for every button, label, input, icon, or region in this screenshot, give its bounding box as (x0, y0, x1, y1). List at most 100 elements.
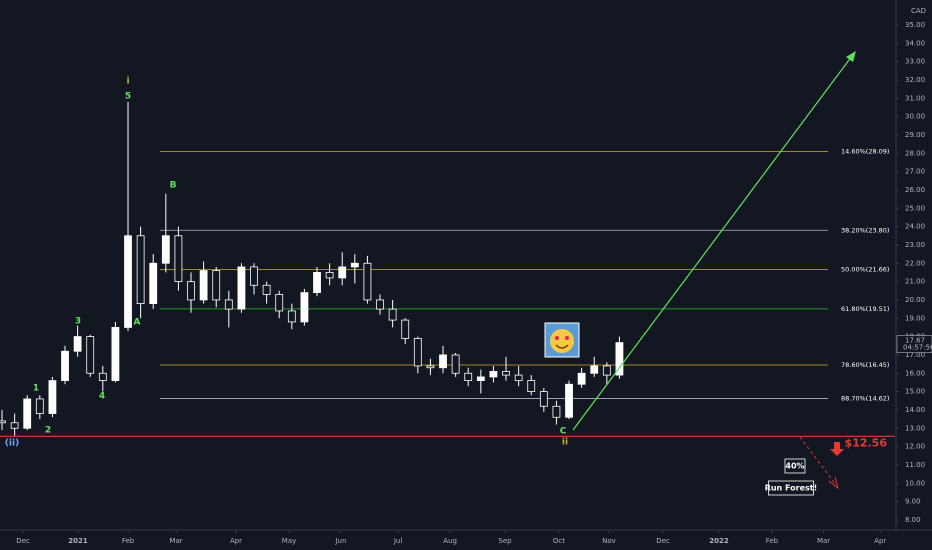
candle-body (502, 371, 510, 376)
y-tick-label: 19.00 (905, 314, 925, 322)
x-tick-label: Apr (874, 537, 886, 545)
y-tick-label: 35.00 (905, 21, 925, 29)
candle-body (350, 262, 359, 268)
y-tick-label: 17.00 (905, 351, 925, 359)
y-tick-label: 28.00 (905, 149, 925, 157)
y-tick-label: 20.00 (905, 296, 925, 304)
candle-body (111, 327, 120, 381)
down-dashed-arrow (799, 436, 837, 486)
candle-body (527, 380, 536, 392)
wave-label: i (126, 77, 129, 87)
fib-label: 88.70%(14.62) (841, 395, 889, 403)
y-tick-label: 34.00 (905, 39, 925, 47)
candle-body (426, 365, 435, 369)
countdown: 04:57:56 (903, 344, 932, 352)
candle-body (35, 398, 44, 414)
x-tick-label: Dec (16, 537, 30, 545)
candle-body (224, 299, 233, 310)
candle-body (287, 310, 296, 323)
y-tick-label: 23.00 (905, 241, 925, 249)
candle-body (149, 262, 158, 304)
x-tick-label: Sep (498, 537, 512, 545)
candle-body (237, 266, 246, 310)
x-tick-label: 2022 (709, 537, 729, 545)
candle-body (124, 235, 132, 328)
x-tick-label: Mar (817, 537, 830, 545)
candle-body (161, 235, 170, 264)
candle-body (61, 350, 69, 381)
annotation-box (784, 458, 806, 474)
candle-body (363, 262, 372, 301)
wave-label: ii (562, 438, 568, 448)
y-tick-label: 22.00 (905, 259, 925, 267)
candle-body (212, 270, 221, 301)
y-tick-label: 16.00 (905, 369, 925, 377)
target-arrow (572, 55, 853, 431)
x-tick-label: Jun (334, 537, 346, 545)
candle-body (98, 372, 107, 381)
y-tick-label: 21.00 (905, 278, 925, 286)
wave-label: 4 (99, 392, 105, 402)
support-label: $12.56 (845, 436, 888, 449)
candle-body (136, 235, 145, 304)
y-tick-label: 25.00 (905, 204, 925, 212)
candle-body (451, 354, 460, 374)
candle-body (86, 336, 95, 374)
down-icon (830, 442, 844, 456)
x-tick-label: Oct (553, 537, 565, 545)
candle-body (464, 372, 473, 381)
labels: $12.56 i 5 B A 3 4 1 2 (ii) Cii 40% Run Forest! (5, 77, 888, 496)
x-tick-label: Aug (443, 537, 457, 545)
candle-body (552, 405, 561, 418)
candle-body (325, 272, 334, 279)
x-tick-label: 2021 (68, 537, 88, 545)
candle-body (602, 365, 611, 376)
candle-body (388, 308, 397, 321)
annotation-box (768, 480, 814, 496)
fib-label: 38.20%(23.80) (841, 226, 889, 234)
candle-body (413, 338, 422, 367)
candle-body (565, 383, 573, 418)
candles (0, 101, 624, 436)
candle-body (0, 420, 6, 424)
candle-body (539, 391, 548, 407)
candle-body (615, 342, 624, 376)
wave-label: 5 (125, 92, 131, 102)
y-tick-label: 8.00 (905, 516, 921, 524)
fib-levels: 14.60%(28.09) 38.20%(23.80) 50.00%(21.66) 6… (0, 148, 895, 437)
y-tick-label: 9.00 (905, 498, 921, 506)
axes: 8.009.0010.0011.0012.0013.0014.0015.0016… (16, 7, 932, 545)
wave-label: 2 (45, 426, 51, 436)
fib-label: 50.00%(21.66) (841, 265, 889, 273)
wave-label: (ii) (5, 439, 19, 449)
candle-body (313, 272, 321, 293)
y-tick-label: 31.00 (905, 94, 925, 102)
y-tick-label: 33.00 (905, 58, 925, 66)
candle-body (590, 365, 599, 374)
y-tick-label: 26.00 (905, 186, 925, 194)
x-tick-label: Apr (230, 537, 242, 545)
candle-body (376, 299, 384, 310)
candle-body (48, 380, 57, 414)
annotation: Run Forest! (765, 484, 818, 493)
candle-body (300, 292, 309, 323)
y-tick-label: 27.00 (905, 168, 925, 176)
wave-label: A (134, 318, 141, 328)
last-price: 17.67 (905, 337, 925, 345)
x-tick-label: Jul (393, 537, 403, 545)
last-price-box (896, 335, 932, 353)
wave-label: 3 (75, 317, 81, 327)
candle-body (262, 284, 271, 295)
x-tick-label: Mar (169, 537, 182, 545)
candle-body (250, 266, 258, 286)
y-tick-label: 32.00 (905, 76, 925, 84)
currency-label: CAD (911, 7, 926, 15)
candle-body (23, 398, 32, 429)
wave-label: 1 (33, 384, 39, 394)
x-tick-label: Nov (602, 537, 616, 545)
y-tick-label: 12.00 (905, 443, 925, 451)
fib-label: 14.60%(28.09) (841, 148, 889, 156)
candle-body (476, 376, 485, 381)
x-tick-label: Feb (766, 537, 779, 545)
